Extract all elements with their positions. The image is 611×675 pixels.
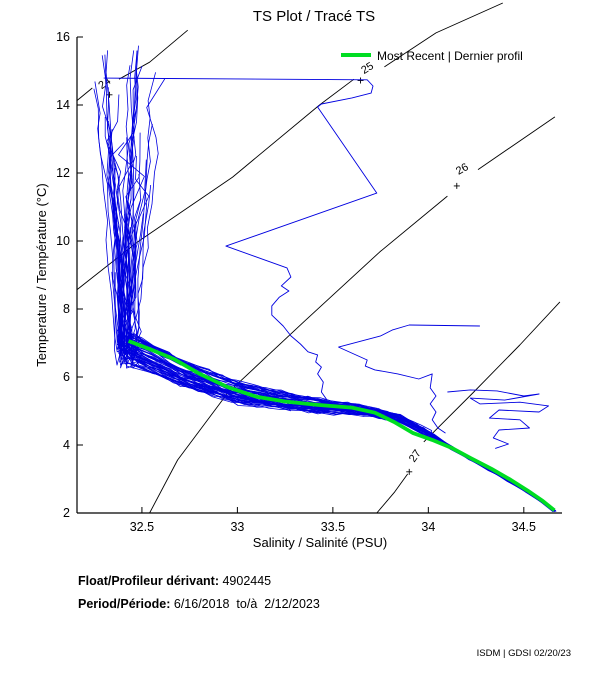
profile-line — [127, 202, 555, 513]
x-tick-label: 34 — [421, 520, 435, 534]
contour-label-25: 25 — [359, 60, 376, 77]
profile-line — [101, 55, 527, 493]
y-tick-label: 8 — [63, 302, 70, 316]
profile-line — [126, 78, 557, 512]
density-contour-lines: 24 25 26 27 — [76, 2, 561, 514]
profile-line — [108, 154, 544, 503]
float-id-value: 4902445 — [219, 574, 272, 588]
x-tick-label: 32.5 — [130, 520, 154, 534]
y-axis-label: Temperature / Température (°C) — [34, 183, 49, 366]
profile-line — [121, 65, 542, 503]
period-row: Period/Période: 6/16/2018 to/à 2/12/2023 — [78, 593, 320, 616]
contour-line-24 — [118, 29, 188, 80]
contour-line-25 — [76, 78, 355, 291]
profile-line — [117, 279, 556, 513]
profile-line — [117, 276, 543, 502]
x-axis-label: Salinity / Salinité (PSU) — [253, 535, 387, 550]
profile-line — [113, 162, 556, 512]
most-recent-profile-line — [127, 339, 556, 512]
profile-line — [126, 50, 543, 503]
profile-line — [112, 197, 543, 503]
x-axis-ticks: 32.5 33 33.5 34 34.5 — [130, 507, 536, 534]
contour-label-anchor-26 — [453, 182, 460, 189]
y-tick-label: 16 — [56, 30, 70, 44]
profile-line — [116, 67, 332, 411]
period-value: 6/16/2018 to/à 2/12/2023 — [170, 597, 320, 611]
profile-line — [118, 50, 542, 503]
profile-line — [106, 94, 543, 503]
profile-line — [127, 198, 555, 512]
contour-line-27 — [376, 473, 409, 514]
outlier-profile-line — [103, 77, 378, 401]
y-tick-label: 14 — [56, 98, 70, 112]
contour-label-24: 24 — [96, 75, 113, 92]
profile-line — [111, 271, 308, 400]
profile-line — [118, 198, 544, 502]
contour-line-27 — [423, 301, 561, 443]
profile-line — [104, 117, 542, 503]
contour-line-26 — [477, 116, 556, 170]
profile-line — [125, 123, 528, 492]
y-tick-label: 10 — [56, 234, 70, 248]
issuer-datestamp: ISDM | GDSI 02/20/23 — [476, 648, 571, 659]
contour-label-27: 27 — [407, 448, 424, 465]
y-tick-label: 2 — [63, 506, 70, 520]
contour-label-anchor-27 — [406, 468, 413, 475]
profile-line — [106, 145, 511, 482]
y-tick-label: 12 — [56, 166, 70, 180]
chart-title: TS Plot / Tracé TS — [253, 8, 375, 25]
float-id-label: Float/Profileur dérivant: — [78, 574, 219, 588]
profile-ensemble — [93, 45, 557, 513]
contour-line-24 — [76, 87, 93, 102]
profile-line — [131, 184, 545, 502]
float-info-block: Float/Profileur dérivant: 4902445 Period… — [78, 570, 320, 616]
outlier-profile-line — [338, 324, 480, 434]
legend: Most Recent | Dernier profil — [341, 49, 523, 63]
profile-line — [116, 50, 529, 493]
x-tick-label: 34.5 — [512, 520, 536, 534]
profile-line — [105, 50, 542, 502]
profile-line — [125, 45, 543, 503]
profile-line — [108, 120, 543, 503]
x-tick-label: 33.5 — [321, 520, 345, 534]
profile-line — [126, 155, 420, 428]
contour-label-anchor-25 — [357, 77, 364, 84]
legend-most-recent-label: Most Recent | Dernier profil — [377, 49, 523, 63]
most-recent-profile — [127, 339, 556, 512]
profile-line — [117, 77, 545, 503]
contour-label-anchor-24 — [106, 91, 113, 98]
profile-line — [114, 272, 557, 512]
period-label: Period/Période: — [78, 597, 171, 611]
contour-line-26 — [149, 195, 448, 514]
float-id-row: Float/Profileur dérivant: 4902445 — [78, 570, 320, 593]
outlier-profile-line — [447, 389, 550, 449]
y-axis-ticks: 2 4 6 8 10 12 14 16 — [56, 30, 83, 520]
y-tick-label: 4 — [63, 438, 70, 452]
y-tick-label: 6 — [63, 370, 70, 384]
profile-line — [94, 81, 545, 503]
x-tick-label: 33 — [230, 520, 244, 534]
profile-line — [107, 87, 545, 502]
contour-line-25 — [384, 2, 503, 68]
profile-line — [109, 129, 553, 512]
profile-line — [119, 137, 335, 411]
contour-label-26: 26 — [454, 161, 471, 178]
